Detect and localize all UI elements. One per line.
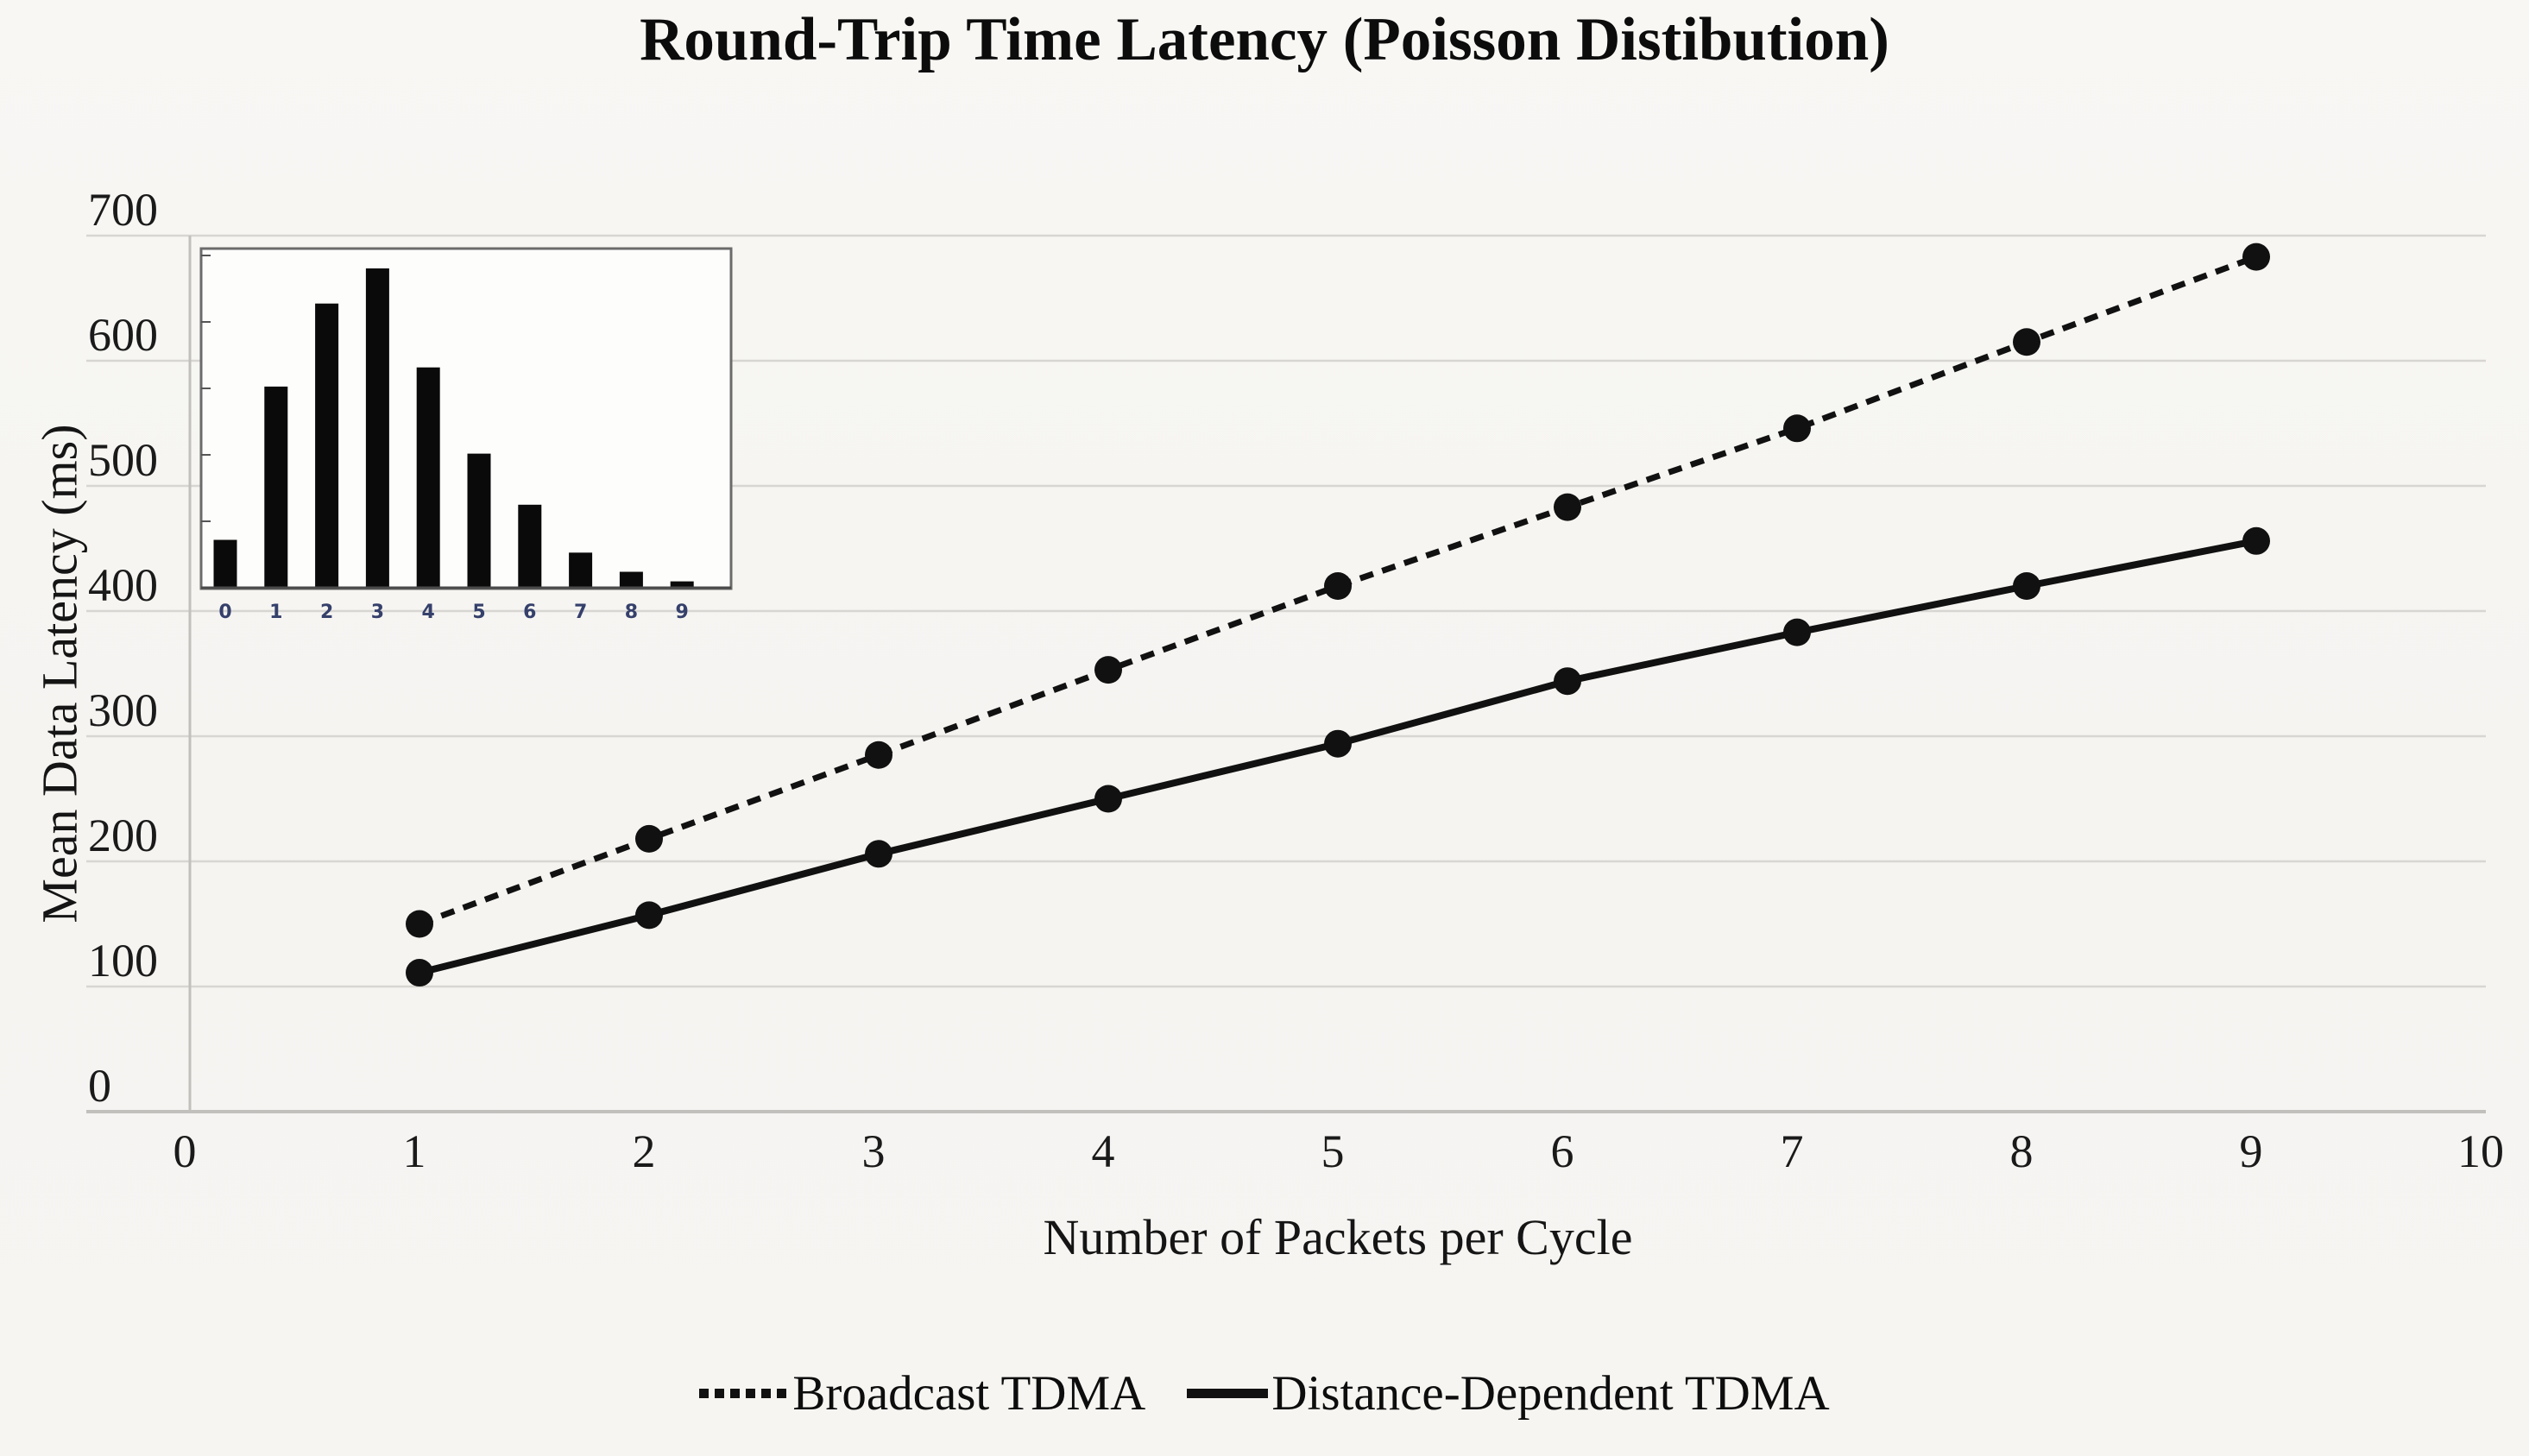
x-tick-label: 3 xyxy=(862,1125,886,1177)
legend-item-broadcast: Broadcast TDMA xyxy=(699,1365,1145,1421)
inset-bar xyxy=(213,539,237,588)
y-tick-label: 300 xyxy=(88,684,158,736)
x-tick-label: 2 xyxy=(633,1125,656,1177)
inset-x-tick-label: 7 xyxy=(574,602,587,623)
inset-x-tick-label: 5 xyxy=(472,602,485,623)
inset-bar xyxy=(518,504,542,588)
y-tick-label: 500 xyxy=(88,434,158,486)
x-tick-label: 0 xyxy=(173,1125,197,1177)
data-point-distance xyxy=(1324,729,1352,758)
y-tick-label: 200 xyxy=(88,810,158,861)
data-point-broadcast xyxy=(2013,328,2040,356)
x-tick-label: 8 xyxy=(2010,1125,2034,1177)
x-tick-label: 6 xyxy=(1551,1125,1574,1177)
x-axis-title: Number of Packets per Cycle xyxy=(1043,1209,1633,1265)
data-point-distance xyxy=(406,959,433,987)
inset-bar xyxy=(670,581,694,588)
legend-label-distance: Distance-Dependent TDMA xyxy=(1271,1366,1830,1421)
x-tick-label: 10 xyxy=(2457,1125,2504,1177)
x-tick-label: 9 xyxy=(2240,1125,2263,1177)
inset-bar xyxy=(619,571,643,588)
legend-item-distance: Distance-Dependent TDMA xyxy=(1187,1365,1830,1421)
inset-bar xyxy=(569,552,593,588)
inset-frame xyxy=(199,247,733,590)
inset-x-tick-label: 9 xyxy=(676,602,689,623)
series-line-broadcast xyxy=(418,254,2258,927)
solid-line-swatch-icon xyxy=(1187,1389,1269,1398)
inset-bar xyxy=(416,367,440,588)
x-tick-label: 4 xyxy=(1092,1125,1115,1177)
inset-bar xyxy=(264,386,288,588)
data-point-broadcast xyxy=(635,824,663,853)
x-tick-label: 5 xyxy=(1321,1125,1345,1177)
chart-title: Round-Trip Time Latency (Poisson Distibu… xyxy=(640,6,1889,73)
inset-x-tick-label: 6 xyxy=(523,602,536,623)
y-tick-label: 0 xyxy=(88,1060,111,1112)
inset-x-tick-label: 1 xyxy=(269,602,282,623)
data-point-distance xyxy=(2242,526,2270,555)
inset-x-tick-label: 0 xyxy=(218,602,231,623)
data-point-distance xyxy=(865,840,892,868)
data-point-broadcast xyxy=(1554,493,1581,521)
x-tick-label: 7 xyxy=(1781,1125,1804,1177)
inset-bar xyxy=(315,303,339,588)
inset-x-tick-label: 3 xyxy=(371,602,384,623)
y-tick-label: 600 xyxy=(88,309,158,361)
y-tick-label: 700 xyxy=(88,184,158,236)
data-point-distance xyxy=(635,901,663,930)
inset-x-tick-label: 4 xyxy=(422,602,435,623)
data-point-distance xyxy=(1783,618,1811,646)
data-point-broadcast xyxy=(2242,243,2270,271)
inset-bar xyxy=(365,268,389,588)
inset-x-tick-label: 8 xyxy=(625,602,638,623)
data-point-distance xyxy=(1094,785,1122,813)
data-point-broadcast xyxy=(1094,656,1122,684)
dotted-line-swatch-icon xyxy=(699,1389,790,1398)
inset-bar xyxy=(467,453,491,588)
data-point-distance xyxy=(2013,572,2040,600)
data-point-broadcast xyxy=(406,910,433,938)
x-tick-label: 1 xyxy=(403,1125,426,1177)
y-tick-label: 400 xyxy=(88,559,158,611)
inset-x-tick-label: 2 xyxy=(320,602,333,623)
data-point-broadcast xyxy=(1783,414,1811,443)
legend: Broadcast TDMA Distance-Dependent TDMA xyxy=(0,1365,2529,1421)
data-point-broadcast xyxy=(865,741,892,769)
y-tick-label: 100 xyxy=(88,935,158,986)
data-point-broadcast xyxy=(1324,572,1352,600)
legend-label-broadcast: Broadcast TDMA xyxy=(792,1366,1146,1421)
data-point-distance xyxy=(1554,667,1581,696)
